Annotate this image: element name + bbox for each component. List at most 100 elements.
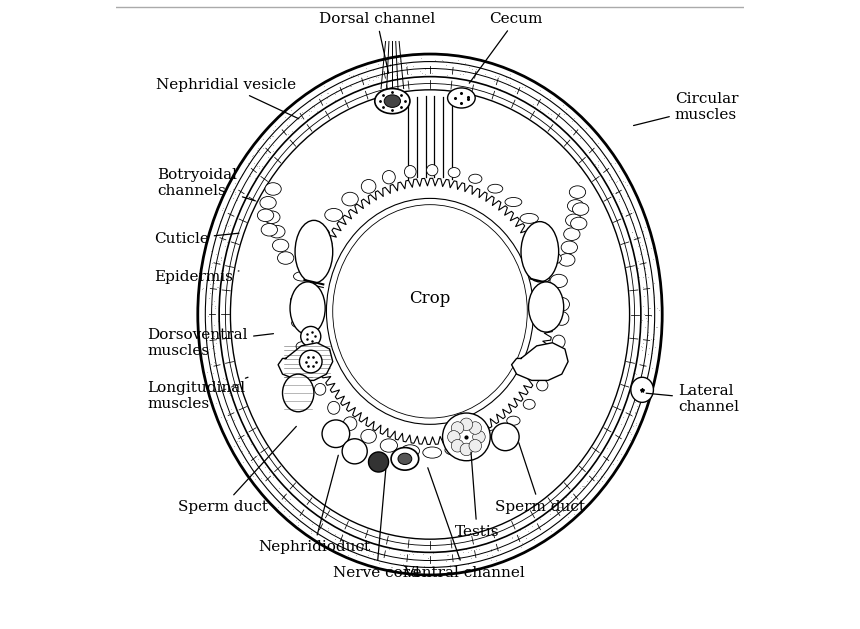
Point [317,194,331,204]
Point [562,360,575,370]
Point [519,533,533,543]
Point [390,116,403,126]
Point [470,543,483,554]
Point [555,391,568,401]
Point [292,180,306,190]
Point [402,496,416,506]
Point [610,455,624,465]
Point [287,308,301,318]
Point [382,511,396,521]
Point [537,518,550,528]
Point [414,103,427,113]
Point [544,113,558,123]
Point [311,189,325,199]
Point [568,144,582,154]
Point [243,425,256,435]
Point [322,514,336,524]
Point [566,472,580,482]
Point [304,358,318,368]
Point [550,324,564,334]
Point [296,362,310,372]
Point [473,510,487,520]
Point [509,176,523,186]
Point [395,446,408,456]
Point [507,468,520,478]
Point [510,156,524,166]
Point [559,196,573,206]
Point [565,363,579,373]
Point [341,413,354,423]
Point [425,113,439,123]
Point [543,415,556,425]
Point [410,99,424,109]
Point [248,450,261,460]
Point [405,467,419,477]
Point [257,299,271,309]
Point [636,301,649,311]
Point [525,99,539,109]
Point [305,520,319,530]
Point [531,382,545,392]
Point [430,475,444,485]
Point [249,335,263,345]
Point [320,88,334,98]
Point [284,394,298,404]
Point [638,222,652,232]
Point [367,167,381,177]
Point [221,408,235,418]
Ellipse shape [452,440,464,452]
Point [614,190,628,200]
Point [373,535,387,545]
Point [644,243,658,253]
Point [402,112,416,122]
Point [393,168,407,178]
Point [400,497,414,507]
Point [476,478,489,488]
Point [534,209,548,219]
Point [273,391,287,401]
Point [504,415,518,425]
Point [404,454,418,464]
Point [244,314,258,324]
Point [338,473,352,483]
Point [415,158,429,168]
Point [441,104,455,114]
Point [338,209,352,219]
Point [295,513,309,523]
Point [286,284,299,294]
Point [322,231,335,242]
Point [333,174,347,184]
Point [350,191,364,201]
Point [491,441,505,451]
Point [629,368,642,378]
Point [455,473,469,483]
Point [294,331,308,341]
Point [246,471,260,481]
Point [242,310,255,320]
Point [571,470,585,481]
Point [614,315,628,325]
Point [371,70,384,80]
Ellipse shape [310,228,329,239]
Point [303,491,316,501]
Point [443,131,457,142]
Point [531,191,544,201]
Point [566,274,580,284]
Point [206,296,220,306]
Point [565,135,579,145]
Point [497,461,511,471]
Point [353,441,367,451]
Point [565,408,579,418]
Point [368,487,382,498]
Point [652,306,666,316]
Point [372,138,386,148]
Point [445,496,459,506]
Point [370,548,384,558]
Point [635,367,648,377]
Point [343,81,357,91]
Point [415,92,428,102]
Point [536,505,550,515]
Point [433,154,447,164]
Point [494,178,507,188]
Point [545,286,559,296]
